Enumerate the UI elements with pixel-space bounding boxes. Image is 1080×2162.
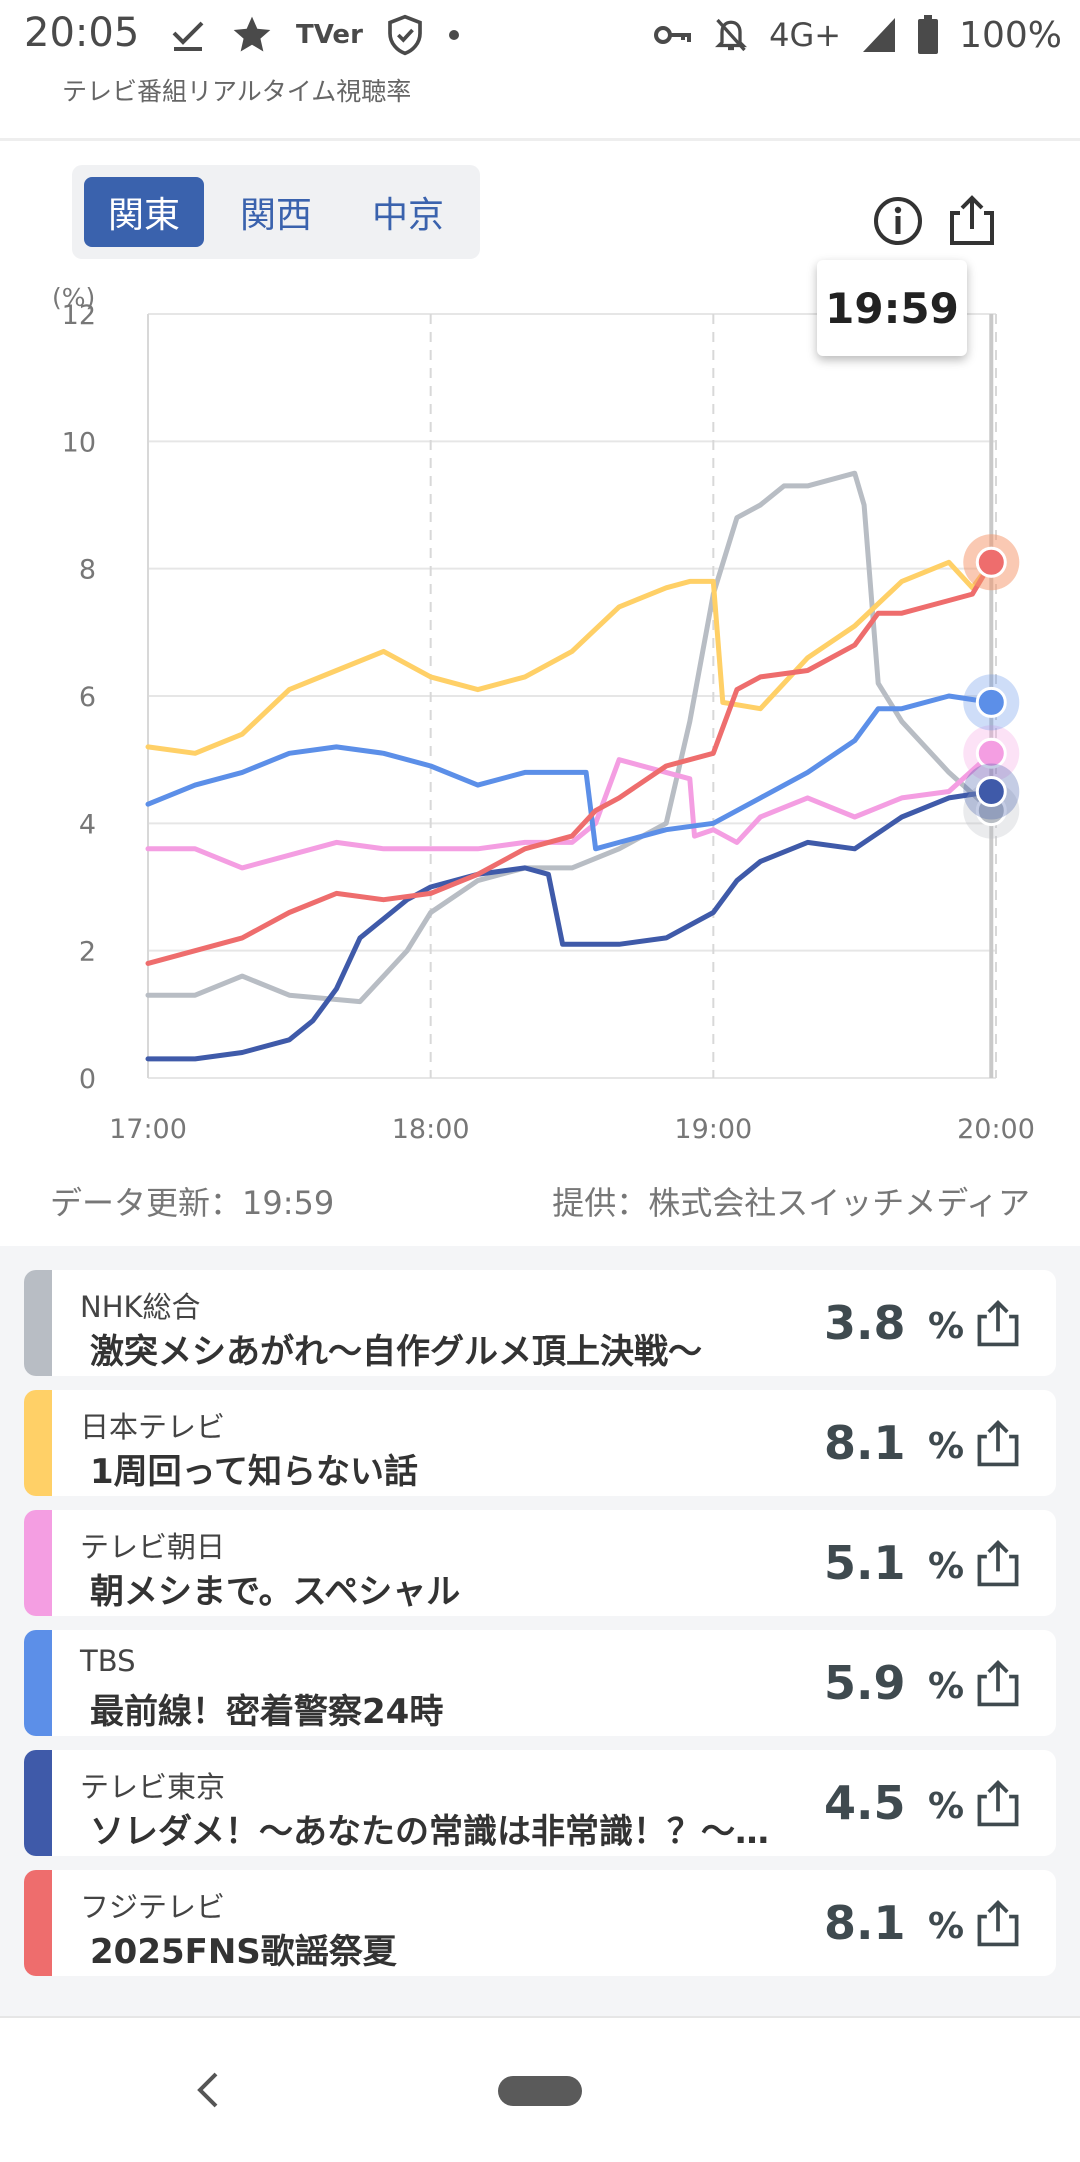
rating-unit: % <box>928 1906 965 1947</box>
x-tick-label: 17:00 <box>109 1114 187 1145</box>
channel-card-ntv[interactable]: 日本テレビ 1周回って知らない話 8.1 % <box>24 1390 1056 1496</box>
time-tooltip: 19:59 <box>817 260 967 356</box>
data-provider-label: 提供：株式会社スイッチメディア <box>552 1184 1030 1222</box>
channel-name: テレビ朝日 <box>80 1530 226 1564</box>
rating-unit: % <box>928 1306 965 1347</box>
series-line <box>145 559 994 966</box>
y-tick-label: 12 <box>62 300 96 331</box>
channel-list: NHK総合 激突メシあがれ～自作グルメ頂上決戦～ 3.8 % 日本テレビ 1周回… <box>0 1246 1080 2016</box>
program-title: 激突メシあがれ～自作グルメ頂上決戦～ <box>90 1332 702 1372</box>
bell-off-icon <box>715 18 748 52</box>
rating-unit: % <box>928 1546 965 1587</box>
x-tick-label: 20:00 <box>957 1114 1035 1145</box>
back-icon[interactable] <box>190 2068 226 2112</box>
share-icon[interactable] <box>972 1898 1024 1950</box>
status-icons-right: 4G+ 100% <box>653 10 1062 60</box>
status-bar: 20:05 TVer 4G+ <box>0 0 1080 70</box>
channel-name: 日本テレビ <box>80 1410 226 1444</box>
rating-value: 4.5 <box>824 1776 906 1830</box>
channel-color-bar <box>24 1510 52 1616</box>
program-title: 最前線！密着警察24時 <box>90 1692 444 1732</box>
y-axis-unit: (%) <box>52 283 95 312</box>
rating-value: 8.1 <box>824 1416 906 1470</box>
program-title: 2025FNS歌謡祭夏 <box>90 1932 397 1972</box>
share-icon[interactable] <box>972 1298 1024 1350</box>
series-line <box>145 693 994 852</box>
program-title: 1周回って知らない話 <box>90 1452 418 1492</box>
signal-icon <box>863 18 896 52</box>
series-marker <box>975 776 1007 807</box>
info-icon[interactable] <box>870 193 926 249</box>
tab-chukyo[interactable]: 中京 <box>371 195 444 236</box>
series-line <box>145 789 994 1062</box>
rating-unit: % <box>928 1426 965 1467</box>
channel-card-fuji-tv[interactable]: フジテレビ 2025FNS歌謡祭夏 8.1 % <box>24 1870 1056 1976</box>
channel-name: NHK総合 <box>80 1290 201 1324</box>
status-time: 20:05 <box>24 10 140 56</box>
star-icon <box>233 16 271 52</box>
ratings-chart: 0 2 4 6 8 10 12(%) 17:00 18:00 19:00 20:00 <box>52 283 1035 1145</box>
channel-color-bar <box>24 1750 52 1856</box>
program-title: ソレダメ！～あなたの常識は非常識！？～… <box>90 1812 769 1852</box>
series-marker <box>975 546 1007 578</box>
rating-unit: % <box>928 1786 965 1827</box>
channel-card-nhk[interactable]: NHK総合 激突メシあがれ～自作グルメ頂上決戦～ 3.8 % <box>24 1270 1056 1376</box>
tab-kanto[interactable]: 関東 <box>84 177 204 247</box>
battery-percent: 100% <box>959 14 1062 56</box>
home-pill-icon[interactable] <box>498 2076 582 2106</box>
x-tick-label: 19:00 <box>674 1114 752 1145</box>
rating-value: 5.9 <box>824 1656 906 1710</box>
channel-card-tbs[interactable]: TBS 最前線！密着警察24時 5.9 % <box>24 1630 1056 1736</box>
program-title: 朝メシまで。スペシャル <box>90 1572 461 1612</box>
navigation-bar <box>0 2016 1080 2162</box>
rating-unit: % <box>928 1666 965 1707</box>
rating-value: 8.1 <box>824 1896 906 1950</box>
channel-color-bar <box>24 1270 52 1376</box>
header-divider <box>0 138 1080 141</box>
y-tick-label: 0 <box>79 1064 96 1095</box>
x-tick-label: 18:00 <box>392 1114 470 1145</box>
share-icon[interactable] <box>972 1538 1024 1590</box>
channel-name: TBS <box>80 1644 136 1678</box>
key-icon <box>654 26 692 44</box>
share-icon[interactable] <box>944 193 1000 249</box>
channel-color-bar <box>24 1630 52 1736</box>
series-line <box>145 750 994 871</box>
y-tick-label: 2 <box>79 937 96 968</box>
channel-card-tv-asahi[interactable]: テレビ朝日 朝メシまで。スペシャル 5.1 % <box>24 1510 1056 1616</box>
share-icon[interactable] <box>972 1778 1024 1830</box>
y-tick-label: 6 <box>79 682 96 713</box>
series-line <box>145 559 994 756</box>
channel-name: フジテレビ <box>80 1890 226 1924</box>
channel-color-bar <box>24 1390 52 1496</box>
data-updated-label: データ更新：19:59 <box>50 1184 335 1222</box>
share-icon[interactable] <box>972 1658 1024 1710</box>
y-tick-label: 8 <box>79 555 96 586</box>
channel-card-tv-tokyo[interactable]: テレビ東京 ソレダメ！～あなたの常識は非常識！？～… 4.5 % <box>24 1750 1056 1856</box>
channel-name: テレビ東京 <box>80 1770 226 1804</box>
download-done-icon <box>172 21 204 51</box>
shield-icon <box>388 14 422 56</box>
channel-color-bar <box>24 1870 52 1976</box>
y-tick-label: 4 <box>79 809 96 840</box>
network-type: 4G+ <box>769 16 842 54</box>
y-tick-label: 10 <box>62 427 96 458</box>
battery-icon <box>918 15 939 54</box>
tver-icon: TVer <box>296 20 363 50</box>
dot-icon <box>448 30 459 40</box>
app-subtitle: テレビ番組リアルタイム視聴率 <box>62 77 412 106</box>
series-marker <box>975 737 1007 769</box>
rating-value: 5.1 <box>824 1536 906 1590</box>
share-icon[interactable] <box>972 1418 1024 1470</box>
region-tabs: 関東 関西 中京 <box>72 165 480 259</box>
tab-kansai[interactable]: 関西 <box>239 195 312 236</box>
rating-value: 3.8 <box>824 1296 906 1350</box>
series-line <box>145 470 994 1005</box>
status-icons-left: TVer <box>168 12 461 58</box>
series-marker <box>975 686 1007 718</box>
